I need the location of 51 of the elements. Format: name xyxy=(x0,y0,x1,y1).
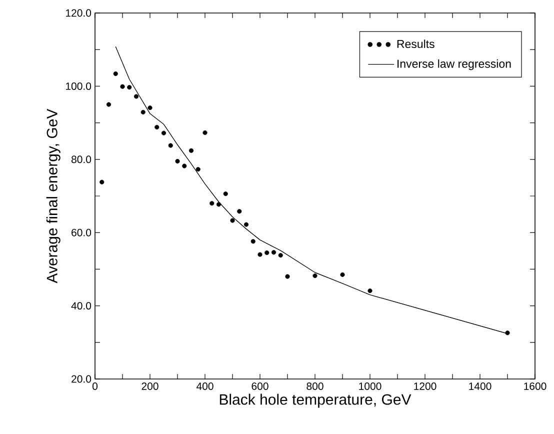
legend-label: Inverse law regression xyxy=(398,59,511,70)
x-tick-label: 800 xyxy=(306,382,324,390)
point xyxy=(127,85,132,90)
x-tick-label: 0 xyxy=(92,382,98,390)
x-tick-label: 1400 xyxy=(469,382,492,390)
x-tick-label: 400 xyxy=(196,382,214,390)
point xyxy=(258,252,262,257)
point xyxy=(161,130,166,136)
x-tick-label: 1200 xyxy=(414,382,436,390)
y-tick-label: 120.0 xyxy=(66,9,92,17)
point xyxy=(148,106,152,110)
point xyxy=(237,209,242,214)
point xyxy=(175,158,180,164)
x-tick-label: 200 xyxy=(142,382,158,390)
point xyxy=(271,250,276,255)
x-tick-label: 1000 xyxy=(359,382,382,390)
y-tick-label: 80.0 xyxy=(71,156,92,164)
point xyxy=(154,124,160,130)
point xyxy=(505,330,510,336)
point xyxy=(312,273,318,278)
x-tick-label: 600 xyxy=(252,382,268,390)
point xyxy=(244,222,249,227)
point xyxy=(230,218,235,223)
y-tick-label: 60.0 xyxy=(72,228,92,236)
legend-label: Results xyxy=(397,40,434,48)
point xyxy=(285,274,290,279)
point xyxy=(340,272,345,277)
point xyxy=(106,102,112,107)
x-axis-title: Black hole temperature, GeV xyxy=(220,394,412,408)
y-tick-label: 20.0 xyxy=(72,375,92,383)
point xyxy=(182,164,187,168)
point xyxy=(140,110,146,114)
point xyxy=(168,143,173,148)
point xyxy=(120,84,125,89)
point xyxy=(368,288,372,294)
point xyxy=(250,239,256,244)
point xyxy=(202,130,208,135)
y-tick-label: 40.0 xyxy=(71,302,92,310)
point xyxy=(216,202,222,207)
x-tick-label: 1600 xyxy=(524,382,546,390)
point xyxy=(210,201,214,206)
point xyxy=(188,148,194,153)
point xyxy=(196,166,200,172)
point xyxy=(264,250,270,256)
point xyxy=(278,253,283,258)
point xyxy=(223,192,228,196)
point xyxy=(113,71,118,76)
y-tick-label: 100.0 xyxy=(66,82,92,90)
point xyxy=(134,94,139,99)
point xyxy=(100,180,104,184)
y-axis-title: Average final energy, GeV xyxy=(46,108,60,284)
